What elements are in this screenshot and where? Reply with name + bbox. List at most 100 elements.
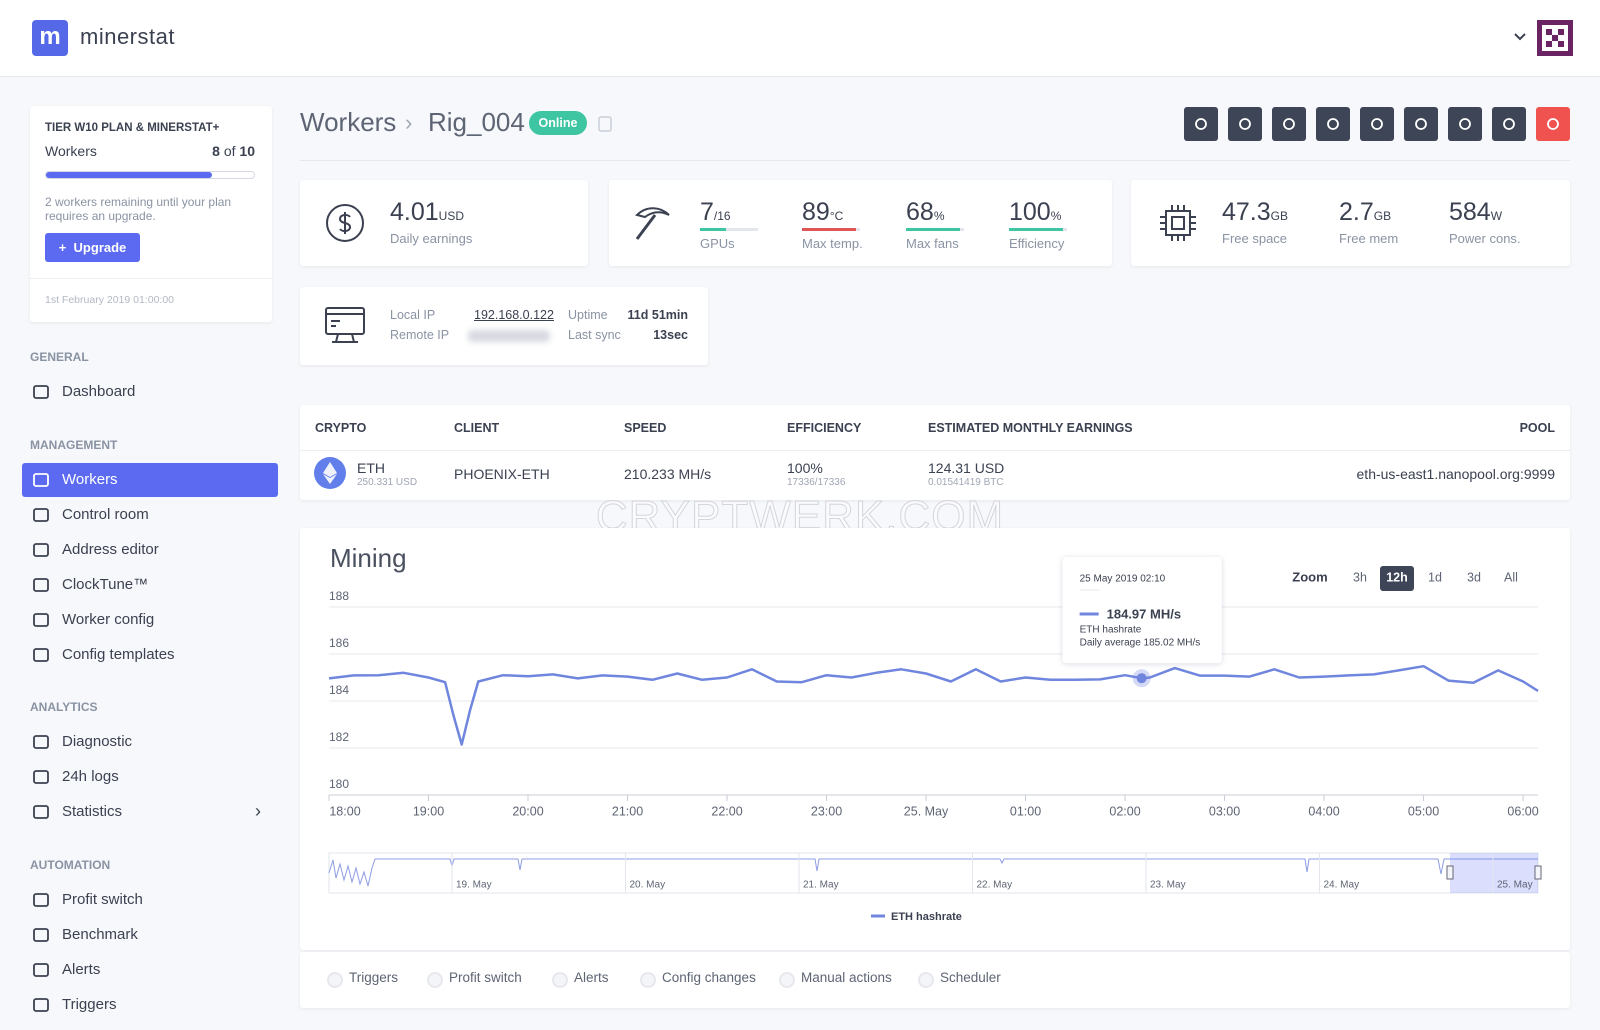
- navigator-label: 23. May: [1150, 880, 1186, 891]
- zoom-selected[interactable]: [1380, 566, 1414, 591]
- nav-icon: [33, 998, 49, 1012]
- action-button[interactable]: [1360, 107, 1394, 141]
- x-tick-label: 03:00: [1209, 804, 1240, 818]
- action-button[interactable]: [1272, 107, 1306, 141]
- worker-name: Rig_004: [428, 107, 525, 137]
- action-button[interactable]: [1404, 107, 1438, 141]
- action-button[interactable]: [1536, 107, 1570, 141]
- zoom-option[interactable]: 1d: [1428, 570, 1442, 584]
- action-icon: [1239, 118, 1251, 130]
- of-label: of: [223, 143, 236, 159]
- filter-label[interactable]: Manual actions: [801, 970, 892, 985]
- column-header: SPEED: [624, 421, 667, 435]
- nav-item[interactable]: Triggers: [62, 996, 117, 1013]
- local-ip-label: Local IP: [390, 308, 436, 322]
- action-button[interactable]: [1228, 107, 1262, 141]
- info-card: [300, 287, 708, 365]
- plan-date: 1st February 2019 01:00:00: [45, 294, 175, 306]
- chart-title: Mining: [330, 543, 407, 573]
- table-header-divider: [300, 450, 1570, 451]
- nav-item[interactable]: Diagnostic: [62, 733, 133, 750]
- breadcrumb-root[interactable]: Workers: [300, 107, 397, 137]
- nav-icon: [33, 385, 49, 399]
- brand: minerstat: [80, 24, 175, 49]
- stat-number: 7: [700, 198, 714, 226]
- upgrade-button[interactable]: + Upgrade: [45, 233, 140, 262]
- nav-item[interactable]: Workers: [22, 463, 278, 497]
- stat-bar: [1009, 228, 1063, 231]
- tooltip-title: 25 May 2019 02:10: [1080, 574, 1166, 585]
- tooltip-value: 184.97 MH/s: [1107, 606, 1181, 621]
- nav-item[interactable]: Profit switch: [62, 891, 143, 908]
- speed: 210.233 MH/s: [624, 466, 712, 482]
- x-tick-label: 20:00: [512, 804, 543, 818]
- nav-item[interactable]: Worker config: [62, 611, 155, 628]
- action-icon: [1371, 118, 1383, 130]
- stat-unit: %: [1050, 209, 1062, 223]
- x-tick-label: 04:00: [1308, 804, 1339, 818]
- chevron[interactable]: ›: [255, 801, 261, 821]
- zoom-option[interactable]: All: [1504, 570, 1518, 584]
- navigator-handle[interactable]: [1534, 865, 1542, 880]
- stat-value: 7/16: [700, 198, 731, 227]
- filter-radio[interactable]: [552, 972, 568, 988]
- upgrade-label: Upgrade: [73, 240, 127, 255]
- action-button[interactable]: [1492, 107, 1526, 141]
- nav-item[interactable]: 24h logs: [62, 768, 119, 785]
- zoom-option[interactable]: 3d: [1467, 570, 1481, 584]
- uptime-label: Uptime: [568, 308, 608, 322]
- y-tick-label: 182: [329, 730, 349, 744]
- nav-icon: [33, 963, 49, 977]
- filter-radio[interactable]: [640, 972, 656, 988]
- nav-icon: [33, 648, 49, 662]
- mining-chart: Mining 180 182 184 186 188 18:00 19:00 20:00 21:…: [328, 543, 1542, 923]
- tooltip-series: ETH hashrate: [1080, 625, 1142, 636]
- stat-bar: [802, 228, 856, 231]
- account-menu[interactable]: [1513, 32, 1527, 42]
- stat-number: 89: [802, 198, 830, 226]
- zoom-option[interactable]: 12h: [1386, 570, 1408, 584]
- filter-label[interactable]: Scheduler: [940, 970, 1001, 985]
- stat-number: 4.01: [390, 198, 439, 226]
- legend-label[interactable]: ETH hashrate: [891, 911, 962, 923]
- filter-radio[interactable]: [427, 972, 443, 988]
- nav-icon: [33, 928, 49, 942]
- nav-item[interactable]: ClockTune™: [62, 576, 149, 593]
- navigator-handle[interactable]: [1446, 865, 1454, 880]
- stat-label: Efficiency: [1009, 236, 1065, 251]
- nav-item[interactable]: Address editor: [62, 541, 159, 558]
- nav-item[interactable]: Alerts: [62, 961, 101, 978]
- filter-label[interactable]: Profit switch: [449, 970, 522, 985]
- nav-item[interactable]: Control room: [62, 506, 149, 523]
- filters-bar: [300, 952, 1570, 1008]
- nav-item[interactable]: Config templates: [62, 646, 175, 663]
- zoom-option[interactable]: 3h: [1353, 570, 1367, 584]
- stat-value: 100%: [1009, 198, 1061, 227]
- avatar[interactable]: [1537, 20, 1573, 56]
- filter-radio[interactable]: [918, 972, 934, 988]
- filter-label[interactable]: Triggers: [349, 970, 399, 985]
- stat-value: 68%: [906, 198, 944, 227]
- x-tick-label: 21:00: [612, 804, 643, 818]
- filter-radio[interactable]: [327, 972, 343, 988]
- column-header: POOL: [1519, 421, 1555, 435]
- stat-label: GPUs: [700, 236, 735, 251]
- filter-label[interactable]: Config changes: [662, 970, 756, 985]
- nav-item[interactable]: Dashboard: [62, 383, 136, 400]
- stat-number: 100: [1009, 198, 1051, 226]
- action-button[interactable]: [1316, 107, 1350, 141]
- action-button[interactable]: [1448, 107, 1482, 141]
- nav-item[interactable]: Statistics: [62, 803, 123, 820]
- stat-label: Free mem: [1339, 231, 1399, 246]
- filter-radio[interactable]: [779, 972, 795, 988]
- navigator-selection[interactable]: [1450, 853, 1538, 893]
- nav-section-title: AUTOMATION: [30, 858, 111, 872]
- filter-label[interactable]: Alerts: [574, 970, 609, 985]
- last-sync-label: Last sync: [568, 328, 621, 342]
- action-button[interactable]: [1184, 107, 1218, 141]
- stat-unit: GB: [1373, 209, 1392, 223]
- nav-item[interactable]: Benchmark: [62, 926, 138, 943]
- action-icon: [1503, 118, 1515, 130]
- nav-icon: [33, 770, 49, 784]
